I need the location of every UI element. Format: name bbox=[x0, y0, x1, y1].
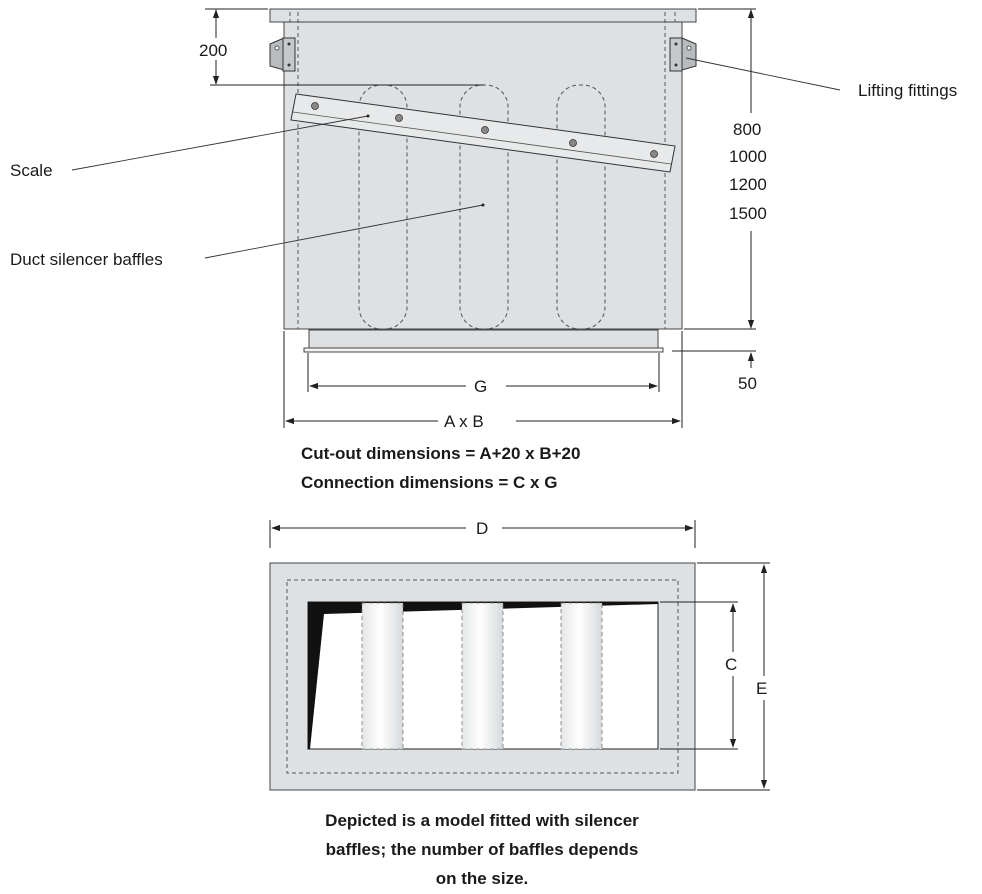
bottom-spigot bbox=[308, 329, 659, 350]
dim-height-1200: 1200 bbox=[729, 175, 767, 194]
caption-line-2: baffles; the number of baffles depends bbox=[326, 840, 639, 859]
dim-200-label: 200 bbox=[199, 41, 227, 60]
baffle-1 bbox=[361, 602, 404, 750]
caption-line-3: on the size. bbox=[436, 869, 529, 888]
dim-50-label: 50 bbox=[738, 374, 757, 393]
dim-height-mask bbox=[724, 113, 780, 231]
top-lid bbox=[269, 8, 697, 23]
dim-g-mask bbox=[466, 376, 506, 396]
side-view bbox=[71, 8, 841, 432]
leader-baffles bbox=[204, 204, 484, 259]
baffle-3 bbox=[560, 602, 603, 750]
dim-d-label: D bbox=[476, 519, 488, 538]
caption-line-1: Depicted is a model fitted with silencer bbox=[325, 811, 639, 830]
baffle-outline-3 bbox=[556, 84, 606, 330]
dim-height-800: 800 bbox=[733, 120, 761, 139]
note-cutout: Cut-out dimensions = A+20 x B+20 bbox=[301, 444, 580, 463]
scale-bar bbox=[290, 93, 676, 173]
note-connection: Connection dimensions = C x G bbox=[301, 473, 557, 492]
dim-g-label: G bbox=[474, 377, 487, 396]
top-view bbox=[269, 518, 775, 791]
leader-scale-dot bbox=[366, 114, 370, 118]
label-duct-silencer-baffles: Duct silencer baffles bbox=[10, 250, 163, 269]
baffle-2 bbox=[461, 602, 504, 750]
leader-baffles-dot bbox=[481, 203, 485, 207]
dim-e-mask bbox=[753, 676, 775, 700]
dim-height-1500: 1500 bbox=[729, 204, 767, 223]
lifting-fitting-right bbox=[669, 37, 697, 72]
dim-ab-mask bbox=[438, 410, 516, 432]
dim-ab-label: A x B bbox=[444, 412, 484, 431]
silencer-body bbox=[283, 21, 683, 330]
dim-c-label: C bbox=[725, 655, 737, 674]
dim-200-mask bbox=[196, 38, 230, 60]
bottom-flange-strip bbox=[303, 347, 664, 353]
dim-d-mask bbox=[466, 518, 502, 538]
label-lifting-fittings: Lifting fittings bbox=[858, 81, 957, 100]
leader-scale bbox=[71, 115, 369, 171]
dim-e-label: E bbox=[756, 679, 767, 698]
label-scale: Scale bbox=[10, 161, 53, 180]
dim-height-1000: 1000 bbox=[729, 147, 767, 166]
dim-c-mask bbox=[722, 652, 744, 676]
leader-lifting bbox=[685, 57, 841, 91]
lifting-fitting-left bbox=[269, 37, 296, 72]
frame-inner-dashed bbox=[286, 579, 679, 774]
